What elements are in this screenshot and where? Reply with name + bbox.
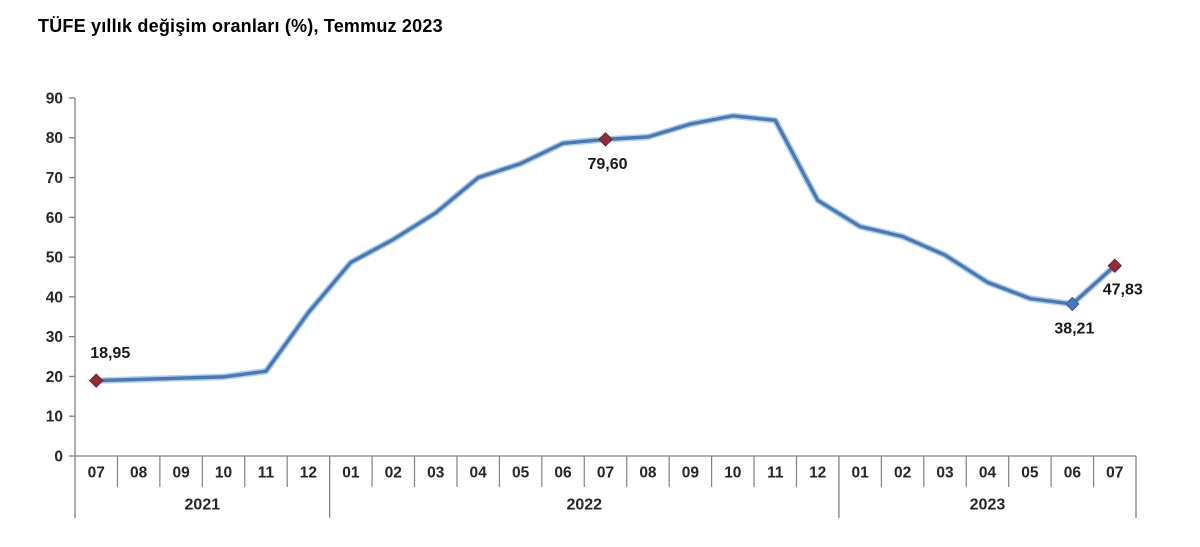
x-axis-month-label: 06 bbox=[554, 464, 572, 481]
x-axis-year-label: 2022 bbox=[566, 497, 602, 514]
y-axis-tick-label: 40 bbox=[46, 289, 63, 306]
data-point-label: 38,21 bbox=[1054, 321, 1094, 338]
x-axis-month-label: 10 bbox=[215, 464, 232, 481]
x-axis-year-label: 2021 bbox=[185, 497, 221, 514]
marker-diamond-red bbox=[89, 373, 104, 388]
data-point-label: 18,95 bbox=[90, 345, 130, 362]
x-axis-month-label: 01 bbox=[342, 464, 360, 481]
x-axis-month-label: 04 bbox=[979, 464, 997, 481]
y-axis-tick-label: 10 bbox=[46, 409, 63, 426]
x-axis-month-label: 12 bbox=[300, 464, 317, 481]
y-axis-tick-label: 90 bbox=[46, 90, 63, 107]
x-axis-month-label: 05 bbox=[1021, 464, 1039, 481]
marker-diamond-red bbox=[598, 132, 613, 147]
y-axis-tick-label: 0 bbox=[54, 448, 63, 465]
x-axis-month-label: 10 bbox=[724, 464, 741, 481]
x-axis-month-label: 06 bbox=[1064, 464, 1082, 481]
x-axis-month-label: 05 bbox=[512, 464, 530, 481]
x-axis-month-label: 07 bbox=[597, 464, 614, 481]
x-axis-month-label: 07 bbox=[1106, 464, 1123, 481]
x-axis-month-label: 01 bbox=[852, 464, 870, 481]
x-axis-month-label: 03 bbox=[936, 464, 954, 481]
x-axis-year-label: 2023 bbox=[970, 497, 1006, 514]
y-axis-tick-label: 60 bbox=[46, 210, 63, 227]
x-axis-month-label: 07 bbox=[88, 464, 105, 481]
y-axis-tick-label: 70 bbox=[46, 170, 63, 187]
x-axis-month-label: 11 bbox=[767, 464, 784, 481]
data-point-label: 79,60 bbox=[587, 156, 627, 173]
x-axis-month-label: 02 bbox=[385, 464, 402, 481]
x-axis-month-label: 03 bbox=[427, 464, 445, 481]
x-axis-month-label: 09 bbox=[172, 464, 190, 481]
x-axis-month-label: 08 bbox=[130, 464, 148, 481]
x-axis-month-label: 11 bbox=[258, 464, 275, 481]
x-axis-month-label: 09 bbox=[682, 464, 700, 481]
chart-title: TÜFE yıllık değişim oranları (%), Temmuz… bbox=[38, 16, 443, 36]
x-axis-month-label: 08 bbox=[639, 464, 657, 481]
data-point-label: 47,83 bbox=[1103, 281, 1143, 298]
x-axis-month-label: 12 bbox=[809, 464, 826, 481]
y-axis-tick-label: 30 bbox=[46, 329, 63, 346]
x-axis-month-label: 02 bbox=[894, 464, 911, 481]
x-axis-month-label: 04 bbox=[470, 464, 488, 481]
y-axis-tick-label: 50 bbox=[46, 250, 63, 267]
marker-diamond-red bbox=[1107, 258, 1122, 273]
y-axis-tick-label: 80 bbox=[46, 130, 63, 147]
marker-diamond-blue bbox=[1065, 296, 1080, 312]
y-axis-tick-label: 20 bbox=[46, 369, 63, 386]
